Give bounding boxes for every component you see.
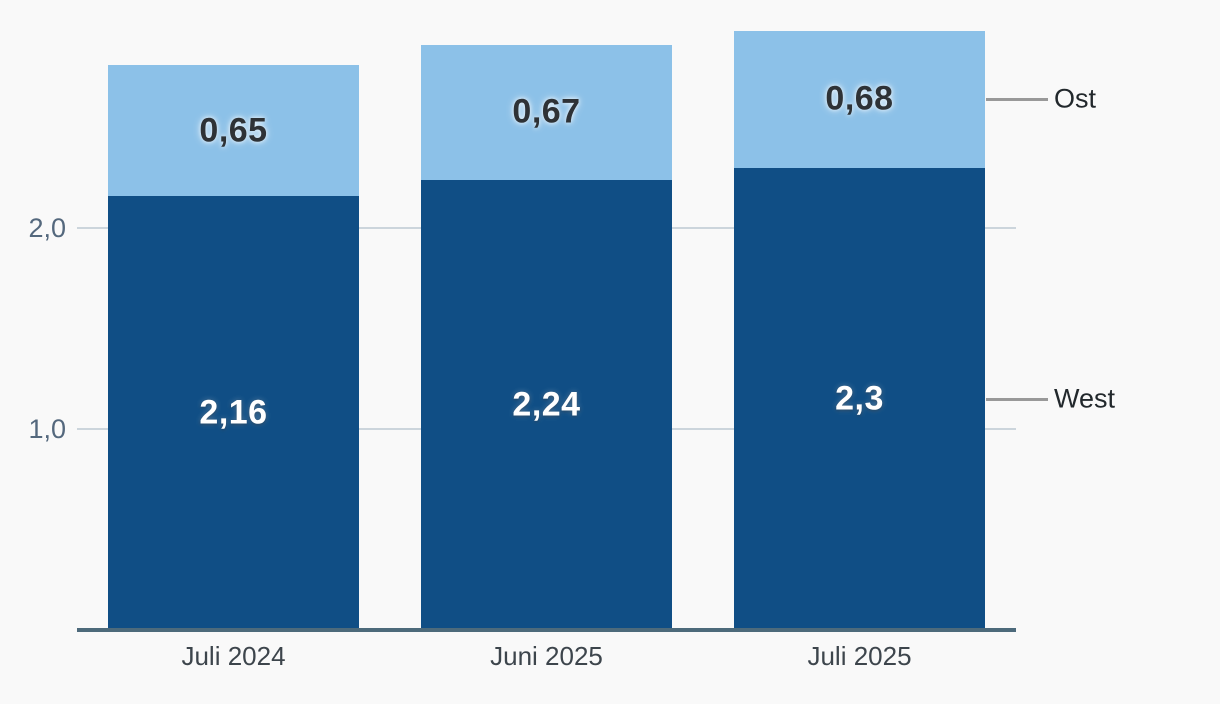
bar-segment-west-2 bbox=[734, 167, 985, 630]
value-label-ost-1: 0,67 bbox=[512, 92, 581, 131]
bar-segment-ost-1 bbox=[421, 45, 672, 180]
y-tick-label-1: 2,0 bbox=[28, 213, 66, 243]
legend-line-west bbox=[986, 397, 1048, 401]
x-axis-label-0: Juli 2024 bbox=[181, 641, 286, 671]
value-label-ost-2: 0,68 bbox=[825, 79, 894, 118]
bar-segment-west-0 bbox=[108, 195, 359, 630]
legend-label-ost: Ost bbox=[1054, 83, 1097, 114]
value-label-west-0: 2,16 bbox=[199, 393, 268, 432]
value-label-ost-0: 0,65 bbox=[199, 111, 268, 149]
y-tick-label-0: 1,0 bbox=[28, 414, 66, 444]
bar-segment-west-1 bbox=[421, 179, 672, 630]
legend-line-ost bbox=[986, 98, 1048, 102]
x-axis-label-2: Juli 2025 bbox=[807, 641, 912, 671]
bar-segment-ost-2 bbox=[734, 31, 985, 168]
bar-segment-ost-0 bbox=[108, 65, 359, 196]
value-label-west-1: 2,24 bbox=[512, 385, 581, 424]
x-axis-line bbox=[77, 628, 1016, 632]
legend-label-west: West bbox=[1054, 383, 1116, 414]
x-axis-label-1: Juni 2025 bbox=[490, 641, 603, 671]
value-label-west-2: 2,3 bbox=[835, 379, 884, 418]
